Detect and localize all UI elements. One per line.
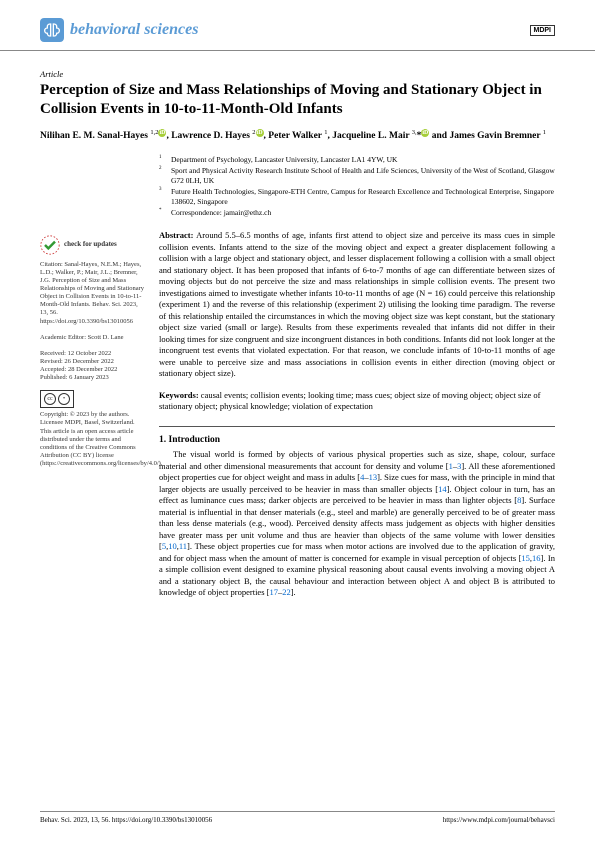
- revised-date: Revised: 26 December 2022: [40, 358, 145, 366]
- keywords: Keywords: causal events; collision event…: [159, 390, 555, 413]
- license-block: cc• Copyright: © 2023 by the authors. Li…: [40, 390, 145, 468]
- page-header: behavioral sciences MDPI: [0, 0, 595, 51]
- footer-right: https://www.mdpi.com/journal/behavsci: [443, 816, 555, 824]
- article-body: Article Perception of Size and Mass Rela…: [0, 51, 595, 599]
- cc-by-icon: cc•: [40, 390, 74, 408]
- copyright-text: Copyright: © 2023 by the authors. Licens…: [40, 411, 145, 468]
- article-type: Article: [40, 69, 555, 79]
- footer-left: Behav. Sci. 2023, 13, 56. https://doi.or…: [40, 816, 212, 824]
- divider: [159, 426, 555, 427]
- affiliation-row: *Correspondence: jamair@ethz.ch: [159, 208, 555, 218]
- citation-block: Citation: Sanal-Hayes, N.E.M.; Hayes, L.…: [40, 261, 145, 326]
- journal-name: behavioral sciences: [70, 21, 198, 39]
- main-column: 1Department of Psychology, Lancaster Uni…: [159, 155, 555, 599]
- affiliation-row: 3Future Health Technologies, Singapore-E…: [159, 187, 555, 207]
- journal-brand: behavioral sciences: [40, 18, 198, 42]
- authors: Nilihan E. M. Sanal-Hayes 1,2iD, Lawrenc…: [40, 129, 555, 141]
- brain-icon: [40, 18, 64, 42]
- sidebar: check for updates Citation: Sanal-Hayes,…: [40, 155, 145, 599]
- check-updates-badge[interactable]: check for updates: [40, 235, 145, 255]
- affiliation-row: 1Department of Psychology, Lancaster Uni…: [159, 155, 555, 165]
- accepted-date: Accepted: 28 December 2022: [40, 366, 145, 374]
- publisher-logo: MDPI: [530, 25, 556, 36]
- page-footer: Behav. Sci. 2023, 13, 56. https://doi.or…: [40, 811, 555, 824]
- editor-text: Academic Editor: Scott D. Lane: [40, 334, 145, 342]
- affiliations: 1Department of Psychology, Lancaster Uni…: [159, 155, 555, 219]
- intro-paragraph: The visual world is formed by objects of…: [159, 449, 555, 598]
- check-updates-text: check for updates: [64, 241, 117, 248]
- updates-icon: [40, 235, 60, 255]
- affiliation-row: 2Sport and Physical Activity Research In…: [159, 166, 555, 186]
- article-title: Perception of Size and Mass Relationship…: [40, 81, 555, 119]
- received-date: Received: 12 October 2022: [40, 350, 145, 358]
- abstract: Abstract: Around 5.5–6.5 months of age, …: [159, 230, 555, 379]
- section-heading: 1. Introduction: [159, 435, 555, 445]
- published-date: Published: 6 January 2023: [40, 374, 145, 382]
